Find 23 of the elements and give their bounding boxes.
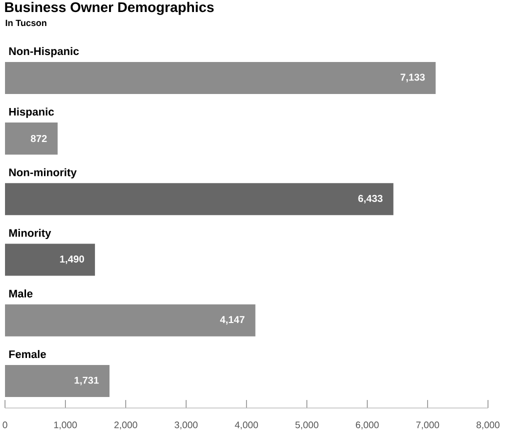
x-tick-label: 7,000: [416, 422, 440, 430]
y-tick-label: Female: [9, 350, 46, 358]
data-label: 7,133: [400, 74, 425, 82]
x-tick-label: 8,000: [476, 422, 500, 430]
chart-title: Business Owner Demographics: [5, 2, 214, 15]
data-label: 872: [30, 135, 47, 142]
data-label: 4,147: [220, 316, 244, 325]
x-tick-label: 1,000: [54, 422, 77, 430]
x-tick-label: 5,000: [295, 422, 318, 430]
x-tick-label: 3,000: [174, 422, 198, 430]
y-tick-label: Non-Hispanic: [9, 47, 79, 58]
x-tick-label: 6,000: [356, 422, 379, 430]
x-tick-label: 2,000: [114, 422, 138, 430]
y-tick-label: Hispanic: [9, 108, 54, 118]
chart-subtitle: In Tucson: [6, 20, 46, 26]
x-tick-label: 4,000: [234, 422, 258, 430]
x-tick-label: 0: [2, 422, 8, 428]
data-label: 1,731: [74, 376, 99, 386]
data-label: 6,433: [358, 194, 383, 204]
y-tick-label: Non-minority: [9, 168, 77, 178]
data-label: 1,490: [60, 256, 84, 264]
y-tick-label: Minority: [9, 228, 52, 240]
y-tick-label: Male: [9, 289, 33, 298]
